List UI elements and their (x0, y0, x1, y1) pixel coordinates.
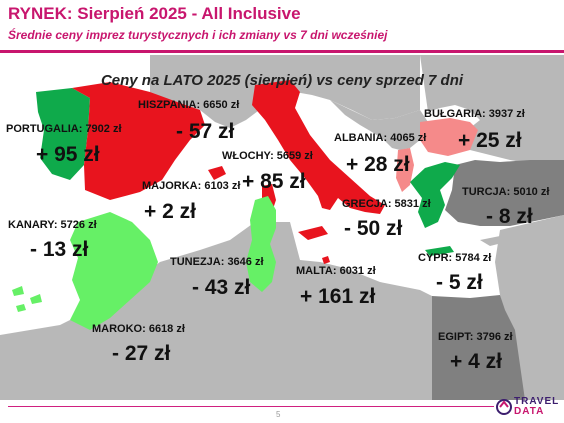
label-bulgaria: BUŁGARIA: 3937 zł (424, 108, 525, 120)
region-portugalia (36, 88, 90, 180)
change-turcja: - 8 zł (486, 205, 533, 228)
region-grecja (410, 162, 460, 228)
label-tunezja: TUNEZJA: 3646 zł (170, 256, 264, 268)
region-tunezja (246, 196, 276, 292)
region-hiszpania (72, 82, 205, 200)
change-cypr: - 5 zł (436, 271, 483, 294)
label-wlochy: WŁOCHY: 5659 zł (222, 150, 313, 162)
change-portugalia: + 95 zł (36, 143, 100, 166)
label-grecja: GRECJA: 5831 zł (342, 198, 431, 210)
region-kreta (425, 246, 454, 256)
label-portugalia: PORTUGALIA: 7902 zł (6, 123, 122, 135)
region-majorka (208, 166, 226, 180)
region-albania (396, 148, 414, 192)
change-egipt: + 4 zł (450, 350, 502, 373)
change-malta: + 161 zł (300, 285, 376, 308)
region-wlochy (252, 80, 385, 214)
label-turcja: TURCJA: 5010 zł (462, 186, 550, 198)
logo-text-top: TRAVEL (514, 396, 560, 407)
region-cypr (480, 236, 506, 246)
change-kanary: - 13 zł (30, 238, 89, 261)
region-maroko (70, 212, 158, 330)
slide-subtitle: Średnie ceny imprez turystycznych i ich … (8, 28, 388, 42)
change-majorka: + 2 zł (144, 200, 196, 223)
label-albania: ALBANIA: 4065 zł (334, 132, 427, 144)
label-majorka: MAJORKA: 6103 zł (142, 180, 241, 192)
label-maroko: MAROKO: 6618 zł (92, 323, 185, 335)
logo-mark-icon (496, 399, 512, 415)
map-title: Ceny na LATO 2025 (sierpień) vs ceny spr… (100, 72, 464, 89)
page-number: 5 (276, 410, 281, 419)
label-kanary: KANARY: 5726 zł (8, 219, 97, 231)
land-north-africa (0, 222, 432, 400)
region-kanary (12, 286, 42, 312)
region-turcja (445, 160, 564, 226)
label-egipt: EGIPT: 3796 zł (438, 331, 513, 343)
change-tunezja: - 43 zł (192, 276, 251, 299)
footer-divider (8, 406, 494, 407)
region-sycylia (298, 226, 328, 240)
region-egipt (432, 295, 525, 400)
region-malta (322, 256, 330, 264)
change-wlochy: + 85 zł (242, 170, 306, 193)
change-hiszpania: - 57 zł (176, 120, 235, 143)
change-maroko: - 27 zł (112, 342, 171, 365)
land-europe-east (420, 55, 564, 165)
change-bulgaria: + 25 zł (458, 129, 522, 152)
land-middle-east (495, 215, 564, 400)
header-divider (0, 50, 564, 53)
label-cypr: CYPR: 5784 zł (418, 252, 492, 264)
mediterranean-map (0, 55, 564, 400)
label-hiszpania: HISZPANIA: 6650 zł (138, 99, 240, 111)
region-bulgaria (420, 118, 478, 156)
logo-text-bottom: DATA (514, 406, 545, 417)
change-albania: + 28 zł (346, 153, 410, 176)
slide-title: RYNEK: Sierpień 2025 - All Inclusive (8, 4, 301, 23)
change-grecja: - 50 zł (344, 217, 403, 240)
travel-data-logo: TRAVEL DATA (496, 396, 562, 420)
label-malta: MALTA: 6031 zł (296, 265, 376, 277)
land-balkans (330, 100, 428, 150)
